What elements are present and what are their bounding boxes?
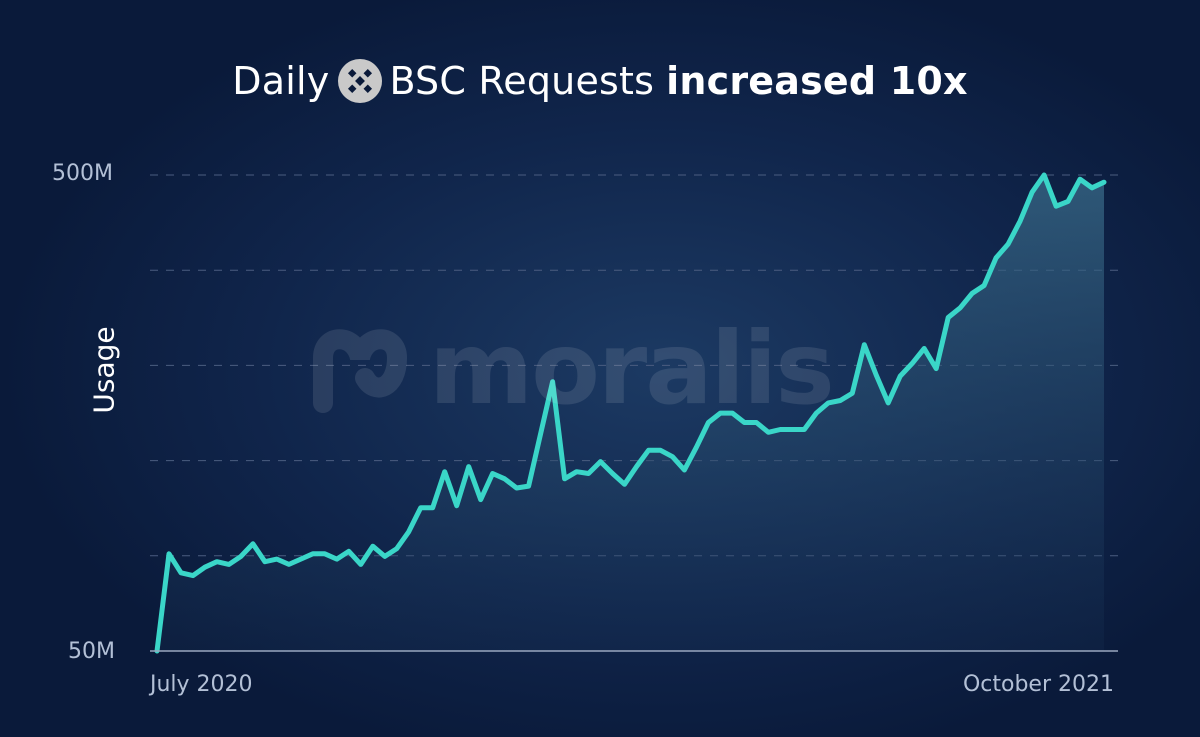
data-point [850, 391, 854, 395]
data-point [503, 477, 507, 481]
data-point [311, 552, 315, 556]
data-point [958, 306, 962, 310]
y-tick-label-bottom: 50M [68, 639, 115, 664]
data-point [467, 465, 471, 469]
data-point [1018, 219, 1022, 223]
data-point [599, 460, 603, 464]
data-point [862, 343, 866, 347]
data-point [1042, 173, 1046, 177]
data-point [647, 448, 651, 452]
data-point [778, 428, 782, 432]
data-point [611, 472, 615, 476]
data-point [682, 468, 686, 472]
data-point [479, 498, 483, 502]
data-point [970, 291, 974, 295]
data-point [167, 552, 171, 556]
title-prefix: Daily [232, 59, 330, 103]
data-point [886, 401, 890, 405]
data-point [587, 472, 591, 476]
data-point [922, 347, 926, 351]
data-point [1054, 204, 1058, 208]
data-point [1030, 190, 1034, 194]
data-point [1006, 242, 1010, 246]
x-tick-label-end: October 2021 [962, 672, 1114, 697]
data-point [659, 448, 663, 452]
data-point [790, 428, 794, 432]
data-point [1066, 199, 1070, 203]
moralis-watermark: moralis [305, 310, 835, 427]
data-point [239, 554, 243, 558]
chart-title: Daily BSC Requests increased 10x [0, 58, 1200, 104]
data-point [946, 316, 950, 320]
data-point [575, 470, 579, 474]
data-point [299, 557, 303, 561]
data-point [802, 428, 806, 432]
data-point [371, 544, 375, 548]
data-point [910, 361, 914, 365]
data-point [287, 562, 291, 566]
data-point [275, 557, 279, 561]
data-point [323, 552, 327, 556]
moralis-logo-icon [313, 329, 408, 413]
data-point [491, 472, 495, 476]
data-point [694, 445, 698, 449]
data-point [203, 565, 207, 569]
data-point [227, 562, 231, 566]
data-point [1090, 186, 1094, 190]
title-bold: increased 10x [666, 59, 968, 103]
data-point [431, 506, 435, 510]
title-main: BSC Requests [389, 59, 655, 103]
data-point [563, 477, 567, 481]
data-point [359, 562, 363, 566]
data-point [215, 560, 219, 564]
data-point [623, 482, 627, 486]
data-point [635, 465, 639, 469]
data-point [419, 506, 423, 510]
data-point [1102, 180, 1106, 184]
data-point [347, 549, 351, 553]
data-point [155, 649, 159, 653]
data-point [407, 530, 411, 534]
data-point [838, 399, 842, 403]
binance-logo-icon [337, 58, 383, 104]
data-point [515, 486, 519, 490]
y-tick-label-top: 500M [52, 161, 113, 186]
watermark-text: moralis [429, 309, 835, 427]
data-point [191, 574, 195, 578]
data-point [982, 284, 986, 288]
data-point [527, 484, 531, 488]
data-point [539, 432, 543, 436]
data-point [934, 367, 938, 371]
data-point [1078, 177, 1082, 181]
data-point [443, 470, 447, 474]
data-point [994, 256, 998, 260]
data-point [179, 571, 183, 575]
data-point [898, 374, 902, 378]
data-point [671, 455, 675, 459]
y-axis-label: Usage [87, 326, 121, 414]
series-area [157, 175, 1104, 651]
data-point [263, 560, 267, 564]
data-point [383, 554, 387, 558]
data-point [874, 373, 878, 377]
series-line [154, 172, 1107, 654]
data-point [251, 542, 255, 546]
data-point [766, 430, 770, 434]
data-point [455, 504, 459, 508]
data-point [395, 547, 399, 551]
x-tick-label-start: July 2020 [150, 672, 253, 697]
data-point [335, 557, 339, 561]
